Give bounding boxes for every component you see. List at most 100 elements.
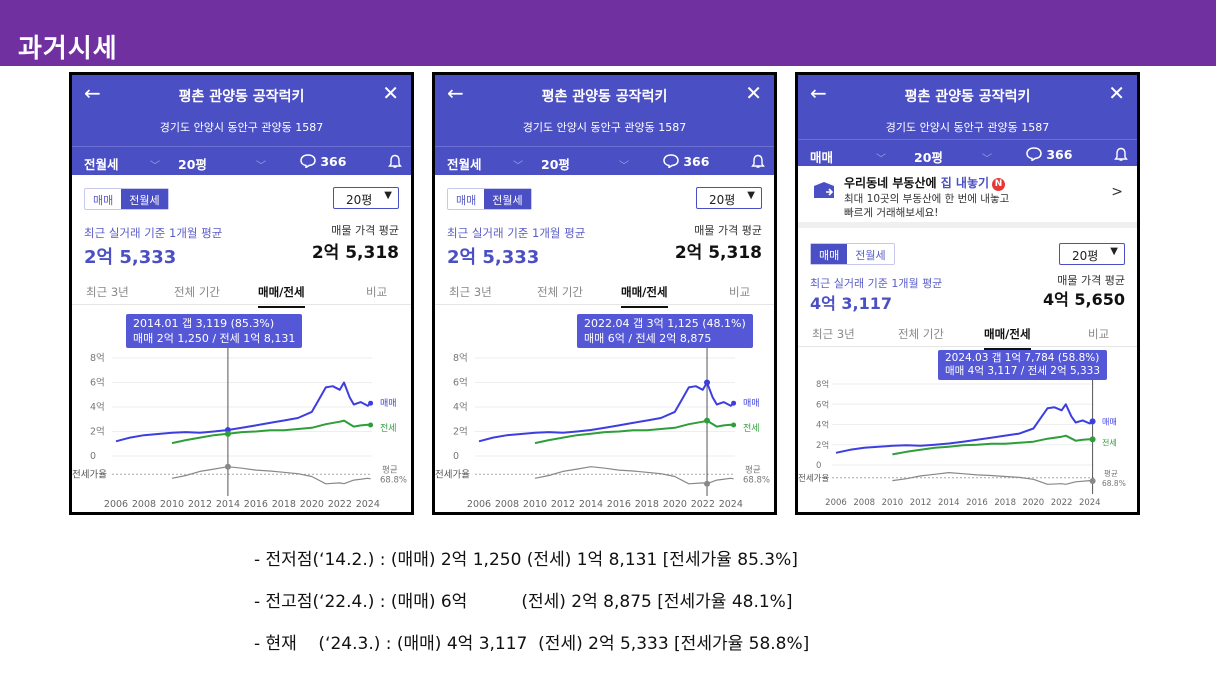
segment-lease[interactable]: 전월세: [855, 249, 886, 262]
size-select[interactable]: 20평: [178, 157, 207, 172]
size-select[interactable]: 20평: [914, 150, 943, 165]
title-bar: 과거시세: [0, 0, 1216, 66]
size-dropdown[interactable]: 20평 ▼: [696, 187, 762, 209]
tab-all-period[interactable]: 전체 기간: [174, 285, 220, 299]
crosshair-point-ratio: [1089, 477, 1096, 484]
x-tick-label: 2022: [691, 499, 715, 510]
segment-sale[interactable]: 매매: [456, 194, 477, 207]
asking-avg-value: 2억 5,318: [674, 243, 762, 263]
arrow-left-icon[interactable]: ←: [810, 81, 827, 105]
y-tick-label: 2억: [453, 426, 468, 438]
ratio-average-value: 68.8%: [380, 475, 407, 485]
ratio-axis-label: 전세가율: [798, 473, 829, 484]
x-tick-label: 2008: [853, 498, 875, 508]
size-dropdown-value: 20평: [346, 193, 373, 207]
chevron-down-icon: ﹀: [150, 161, 160, 172]
recent-avg-value: 4억 3,117: [810, 294, 893, 313]
note-low: - 전저점(‘14.2.) : (매매) 2억 1,250 (전세) 1억 8,…: [254, 550, 798, 570]
series-label: 전세: [1102, 437, 1117, 447]
ratio-average-label: 평균: [382, 464, 398, 475]
comments-button[interactable]: 366: [663, 154, 709, 169]
deal-type-select[interactable]: 매매: [810, 150, 834, 165]
segment-lease[interactable]: 전월세: [121, 189, 168, 209]
series-line-ratio: [171, 466, 371, 485]
chart-tooltip: 2014.01 갭 3,119 (85.3%) 매매 2억 1,250 / 전세…: [126, 314, 303, 348]
deal-segment: 매매 전월세: [447, 188, 532, 210]
bell-icon[interactable]: [751, 154, 765, 172]
x-tick-label: 2020: [663, 499, 687, 510]
segment-lease[interactable]: 전월세: [484, 189, 531, 209]
app-screenshot-2: ← 평촌 관양동 공작럭키 ✕ 경기도 안양시 동안구 관양동 1587 전월세…: [432, 72, 777, 515]
tooltip-price-line: 매매 6억 / 전세 2억 8,875: [584, 332, 712, 345]
x-tick-label: 2012: [551, 499, 575, 510]
asking-avg-label: 매물 가격 평균: [694, 224, 762, 237]
series-line-sale: [115, 381, 372, 443]
x-tick-label: 2018: [272, 499, 296, 510]
y-tick-label: 0: [453, 451, 459, 462]
tab-sale-lease[interactable]: 매매/전세: [984, 326, 1031, 350]
x-tick-label: 2014: [579, 499, 603, 510]
comment-icon: [300, 154, 316, 169]
x-tick-label: 2008: [132, 499, 156, 510]
filter-tabs: 전월세 ﹀ 20평 ﹀ 366: [72, 146, 411, 175]
y-tick-label: 4억: [453, 401, 468, 413]
app-screenshot-1: ← 평촌 관양동 공작럭키 ✕ 경기도 안양시 동안구 관양동 1587 전월세…: [69, 72, 414, 515]
bell-icon[interactable]: [1114, 147, 1128, 165]
recent-avg-label: 최근 실거래 기준 1개월 평균: [810, 277, 943, 290]
tab-recent-3y[interactable]: 최근 3년: [812, 327, 855, 341]
size-select[interactable]: 20평: [541, 157, 570, 172]
banner-desc-line2: 빠르게 거래해보세요!: [844, 207, 939, 219]
comments-button[interactable]: 366: [300, 154, 346, 169]
tab-all-period[interactable]: 전체 기간: [537, 285, 583, 299]
tab-recent-3y[interactable]: 최근 3년: [449, 285, 492, 299]
deal-type-select[interactable]: 전월세: [447, 157, 482, 172]
x-tick-label: 2014: [938, 498, 960, 508]
recent-avg-value: 2억 5,333: [447, 247, 540, 268]
tab-compare[interactable]: 비교: [729, 285, 751, 299]
complex-name: 평촌 관양동 공작럭키: [178, 89, 305, 105]
close-icon[interactable]: ✕: [382, 81, 399, 105]
crosshair-point-lease: [704, 417, 711, 424]
series-line-lease: [534, 419, 734, 445]
complex-name: 평촌 관양동 공작럭키: [541, 89, 668, 105]
crosshair-point-lease: [224, 430, 231, 437]
list-property-banner[interactable]: 우리동네 부동산에 집 내놓기 N 최대 10곳의 부동산에 한 번에 내놓고 빠르…: [798, 166, 1137, 228]
period-tabs: 최근 3년 전체 기간 매매/전세 비교: [798, 321, 1137, 350]
y-tick-label: 8억: [453, 352, 468, 364]
complex-address: 경기도 안양시 동안구 관양동 1587: [159, 121, 324, 134]
tab-compare[interactable]: 비교: [366, 285, 388, 299]
tab-all-period[interactable]: 전체 기간: [898, 327, 944, 341]
chevron-right-icon: >: [1111, 184, 1123, 200]
tab-sale-lease[interactable]: 매매/전세: [258, 284, 305, 308]
asking-avg-value: 4억 5,650: [1042, 290, 1125, 309]
segment-sale[interactable]: 매매: [93, 194, 114, 207]
x-tick-label: 2006: [104, 499, 128, 510]
bell-icon[interactable]: [388, 154, 402, 172]
comment-count: 366: [683, 154, 710, 169]
x-tick-label: 2016: [966, 498, 988, 508]
segment-sale[interactable]: 매매: [811, 244, 848, 264]
x-tick-label: 2006: [467, 499, 491, 510]
close-icon[interactable]: ✕: [1108, 81, 1125, 105]
tab-sale-lease[interactable]: 매매/전세: [621, 284, 668, 308]
new-badge: N: [992, 178, 1006, 191]
x-tick-label: 2010: [160, 499, 184, 510]
comment-count: 366: [320, 154, 347, 169]
deal-type-select[interactable]: 전월세: [84, 157, 119, 172]
arrow-left-icon[interactable]: ←: [447, 81, 464, 105]
x-tick-label: 2018: [994, 498, 1016, 508]
comments-button[interactable]: 366: [1026, 147, 1072, 162]
tooltip-price-line: 매매 4억 3,117 / 전세 2억 5,333: [945, 365, 1101, 377]
size-dropdown[interactable]: 20평 ▼: [333, 187, 399, 209]
arrow-left-icon[interactable]: ←: [84, 81, 101, 105]
tab-recent-3y[interactable]: 최근 3년: [86, 285, 129, 299]
x-tick-label: 2018: [635, 499, 659, 510]
ratio-axis-label: 전세가율: [435, 469, 470, 480]
tab-compare[interactable]: 비교: [1088, 327, 1110, 341]
x-tick-label: 2024: [1079, 498, 1101, 508]
series-end-point: [731, 400, 737, 406]
banner-desc-line1: 최대 10곳의 부동산에 한 번에 내놓고: [844, 193, 1010, 205]
deal-segment: 매매 전월세: [810, 243, 895, 265]
size-dropdown[interactable]: 20평 ▼: [1059, 243, 1125, 265]
close-icon[interactable]: ✕: [745, 81, 762, 105]
